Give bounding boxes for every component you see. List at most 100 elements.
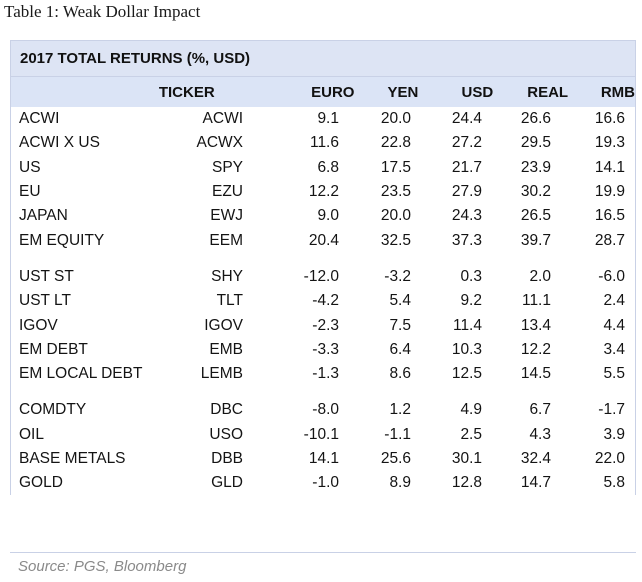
cell-euro: 6.8	[317, 158, 339, 176]
cell-name: OIL	[19, 425, 44, 443]
cell-name: JAPAN	[19, 207, 68, 225]
cell-rmb: 4.4	[603, 316, 625, 334]
cell-euro: 9.1	[317, 110, 339, 128]
cell-rmb: 16.5	[594, 207, 625, 225]
cell-euro: -8.0	[312, 401, 339, 419]
cell-usd: 27.2	[451, 134, 482, 152]
cell-yen: 25.6	[380, 450, 411, 467]
cell-euro: -3.3	[312, 340, 339, 358]
cell-rmb: 19.3	[594, 134, 625, 152]
cell-usd: 24.4	[451, 110, 482, 128]
cell-usd: 30.1	[451, 450, 482, 467]
table-row: EM DEBT EMB -3.3 6.4 10.3 12.2 3.4	[11, 338, 635, 362]
cell-name: ACWI X US	[19, 134, 100, 152]
cell-rmb: 14.1	[594, 158, 625, 176]
table-row: EM EQUITY EEM 20.4 32.5 37.3 39.7 28.7	[11, 228, 635, 252]
cell-rmb: 19.9	[594, 183, 625, 201]
cell-usd: 4.9	[460, 401, 482, 419]
cell-name: IGOV	[19, 316, 58, 334]
cell-euro: 12.2	[308, 183, 339, 201]
table-bottom-rule	[10, 552, 636, 553]
cell-yen: 5.4	[389, 292, 411, 310]
cell-usd: 12.5	[451, 365, 482, 383]
cell-euro: 14.1	[308, 450, 339, 467]
table-row: UST LT TLT -4.2 5.4 9.2 11.1 2.4	[11, 289, 635, 313]
cell-real: 14.7	[520, 474, 551, 492]
table-row: GOLD GLD -1.0 8.9 12.8 14.7 5.8	[11, 471, 635, 495]
cell-ticker: DBC	[210, 401, 243, 419]
cell-name: US	[19, 158, 41, 176]
cell-euro: -2.3	[312, 316, 339, 334]
table-row: ACWI X US ACWX 11.6 22.8 27.2 29.5 19.3	[11, 131, 635, 155]
table-row: ACWI ACWI 9.1 20.0 24.4 26.6 16.6	[11, 107, 635, 131]
cell-ticker: EEM	[209, 231, 243, 249]
cell-ticker: ACWX	[196, 134, 244, 152]
cell-usd: 11.4	[452, 316, 482, 334]
cell-yen: 32.5	[380, 231, 411, 249]
cell-usd: 24.3	[451, 207, 482, 225]
cell-rmb: 28.7	[594, 231, 625, 249]
cell-yen: 23.5	[380, 183, 411, 201]
cell-rmb: 5.5	[603, 365, 625, 383]
source-note: Source: PGS, Bloomberg	[18, 558, 187, 575]
cell-real: 29.5	[520, 134, 551, 152]
cell-yen: 6.4	[389, 340, 411, 358]
cell-real: 26.6	[520, 110, 551, 128]
cell-ticker: USO	[209, 425, 243, 443]
header-row: TICKER EURO YEN USD REAL RMB	[11, 77, 635, 107]
header-ticker: TICKER	[158, 83, 215, 101]
table-row: EU EZU 12.2 23.5 27.9 30.2 19.9	[11, 180, 635, 204]
cell-name: GOLD	[19, 474, 63, 492]
cell-ticker: EWJ	[210, 207, 243, 225]
cell-real: 2.0	[529, 267, 551, 285]
cell-rmb: 5.8	[603, 474, 625, 492]
cell-name: EM EQUITY	[19, 231, 105, 249]
header-rmb: RMB	[600, 83, 635, 101]
cell-real: 23.9	[520, 158, 551, 176]
cell-euro: -1.0	[312, 474, 339, 492]
cell-euro: -4.2	[312, 292, 339, 310]
cell-yen: 1.2	[389, 401, 411, 419]
cell-name: EM DEBT	[19, 340, 88, 358]
table-caption: Table 1: Weak Dollar Impact	[4, 2, 201, 21]
table-row: US SPY 6.8 17.5 21.7 23.9 14.1	[11, 156, 635, 180]
cell-ticker: IGOV	[204, 316, 243, 334]
header-usd: USD	[461, 83, 494, 101]
cell-real: 11.1	[521, 292, 551, 310]
table-row: COMDTY DBC -8.0 1.2 4.9 6.7 -1.7	[11, 398, 635, 422]
cell-ticker: SPY	[211, 158, 243, 176]
cell-ticker: EMB	[209, 340, 243, 358]
table-row: EM LOCAL DEBT LEMB -1.3 8.6 12.5 14.5 5.5	[11, 362, 635, 386]
cell-ticker: DBB	[211, 450, 243, 467]
cell-euro: 9.0	[317, 207, 339, 225]
cell-yen: 7.5	[389, 316, 411, 334]
group-spacer	[11, 386, 635, 398]
cell-rmb: 3.4	[603, 340, 625, 358]
cell-usd: 2.5	[460, 425, 482, 443]
cell-yen: -1.1	[384, 425, 411, 443]
cell-ticker: ACWI	[202, 110, 243, 128]
cell-usd: 12.8	[451, 474, 482, 492]
cell-rmb: 2.4	[603, 292, 625, 310]
cell-ticker: GLD	[211, 474, 243, 492]
cell-rmb: 3.9	[603, 425, 625, 443]
cell-yen: -3.2	[384, 267, 411, 285]
cell-name: UST ST	[19, 267, 74, 285]
returns-table: 2017 TOTAL RETURNS (%, USD) TICKER EURO …	[10, 40, 636, 496]
cell-name: ACWI	[19, 110, 60, 128]
cell-yen: 20.0	[380, 207, 411, 225]
cell-real: 26.5	[520, 207, 551, 225]
cell-name: BASE METALS	[19, 450, 126, 467]
cell-real: 12.2	[520, 340, 551, 358]
cell-usd: 9.2	[460, 292, 482, 310]
group-spacer	[11, 253, 635, 265]
cell-usd: 21.7	[451, 158, 482, 176]
cell-ticker: LEMB	[200, 365, 243, 383]
table-row: BASE METALS DBB 14.1 25.6 30.1 32.4 22.0	[11, 447, 635, 471]
cell-euro: -12.0	[303, 267, 339, 285]
cell-real: 4.3	[529, 425, 551, 443]
cell-real: 14.5	[520, 365, 551, 383]
cell-real: 32.4	[520, 450, 551, 467]
cell-name: EU	[19, 183, 41, 201]
cell-real: 6.7	[529, 401, 551, 419]
